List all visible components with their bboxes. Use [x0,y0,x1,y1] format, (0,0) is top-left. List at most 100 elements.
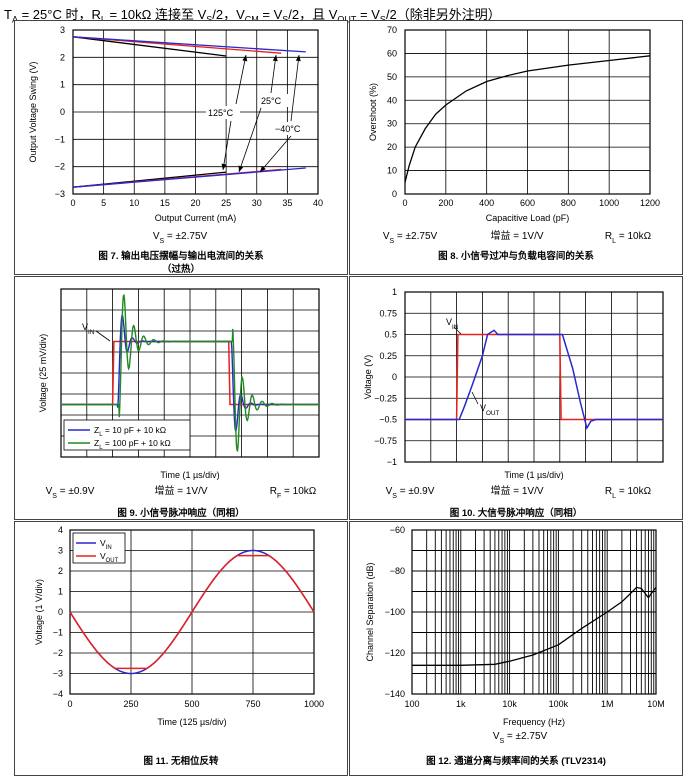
panel-fig12 [349,521,683,776]
x-axis-label: Time (125 µs/div) [157,717,226,727]
tick-label: 30 [252,198,262,208]
annotation-label: 125°C [208,108,234,118]
y-axis-label: Output Voltage Swing (V) [28,61,38,162]
tick-label: 25 [221,198,231,208]
annotation-arrow [235,54,247,105]
caption-vs: VS = ±0.9V [386,486,435,500]
tick-label: 30 [387,119,397,129]
x-axis-label: Frequency (Hz) [503,717,565,727]
figure-title: 图 10. 大信号脉冲响应（同相） [450,507,583,519]
tick-label: 3 [60,25,65,35]
annotation-bg [206,106,240,119]
tick-label: 20 [190,198,200,208]
caption-gain: 增益 = 1V/V [490,229,543,242]
annotation-bg [273,122,307,135]
tick-label: 1k [456,699,466,709]
y-axis-label: Voltage (V) [363,355,373,400]
series-line-vout [69,554,315,670]
annotation-label: −40°C [275,124,301,134]
x-axis-label: Time (1 µs/div) [504,470,563,480]
tick-label: 1 [60,80,65,90]
annotation-vin: VIN [446,317,459,331]
series-line-channel-separation [412,586,657,666]
tick-label: −0.25 [374,393,397,403]
series-line-125°C-0 [72,36,227,57]
series-line-zl-100pf [61,293,319,453]
tick-label: 40 [313,198,323,208]
caption-rf: RF = 10kΩ [270,486,317,500]
tick-label: −1 [55,134,65,144]
annotation-arrow [290,54,300,122]
panel-fig9 [14,276,348,520]
annotation-arrow [270,54,277,94]
arrow-head [221,163,227,170]
tick-label: −1 [53,628,63,638]
tick-label: 0.75 [379,308,397,318]
tick-label: 15 [160,198,170,208]
conditions-header: TA = 25°C 时，RL = 10kΩ 连接至 VS/2，VCM = VS/… [4,7,501,25]
y-axis-label: Voltage (1 V/div) [34,579,44,645]
caption-gain: 增益 = 1V/V [490,484,543,497]
tick-label: 0.5 [384,330,397,340]
tick-label: 10 [129,198,139,208]
tick-label: 500 [184,699,199,709]
tick-label: 1000 [599,198,619,208]
figure-title: 图 11. 无相位反转 [144,755,219,767]
tick-label: 10 [387,166,397,176]
series-line-−40°C-0 [72,36,306,53]
series-line-overshoot [404,55,651,183]
figure-title-line2: （过热） [162,263,200,275]
legend-entry: ZL = 10 pF + 10 kΩ [94,425,166,438]
tick-label: 35 [282,198,292,208]
figure-title: 图 9. 小信号脉冲响应（同相） [117,507,244,519]
plot-frame [60,288,320,458]
legend-entry: VOUT [100,551,119,564]
legend-entry: VIN [100,538,112,551]
tick-label: −4 [53,689,63,699]
annotation-arrow [259,135,292,173]
caption-rl: RL = 10kΩ [605,486,652,500]
arrow-head [242,55,248,62]
tick-label: 0 [392,189,397,199]
tick-label: 0.25 [379,351,397,361]
caption-vs: VS = ±2.75V [153,231,208,245]
tick-label: 0 [392,372,397,382]
tick-label: −100 [385,607,405,617]
tick-label: 0 [402,198,407,208]
tick-label: −3 [55,189,65,199]
annotation-vout: VOUT [480,403,499,417]
x-axis-label: Capacitive Load (pF) [486,213,570,223]
tick-label: 3 [58,546,63,556]
series-line-vout [405,329,663,430]
annotation-arrow [238,107,262,173]
annotation-arrow [453,326,462,335]
tick-label: −140 [385,689,405,699]
arrow-head [260,165,266,172]
tick-label: 1M [601,699,614,709]
y-axis-label: Overshoot (%) [368,83,378,141]
plot-frame [72,29,319,195]
fig12-chart: 100 1k 10k 100k 1M 10M −140 −120 −100 −80 −60 Frequ… [365,525,665,767]
panel-fig7 [14,20,348,275]
tick-label: 10M [647,699,665,709]
tick-label: 2 [58,566,63,576]
caption-rl: RL = 10kΩ [605,231,652,245]
tick-label: 1 [58,587,63,597]
tick-label: 0 [67,699,72,709]
y-axis-label: Channel Separation (dB) [365,562,375,661]
tick-label: 50 [387,72,397,82]
tick-label: −0.5 [379,415,397,425]
caption-vs: VS = ±2.75V [493,731,548,745]
x-axis-label: Time (1 µs/div) [160,470,219,480]
fig7-chart: 0 5 10 15 20 25 30 35 40 −3 −2 −1 0 1 2 3 Output Current… [28,25,323,275]
plot-frame [404,29,651,195]
figure-title: 图 7. 输出电压摆幅与输出电流间的关系 [98,250,264,262]
annotation-vin: VIN [82,322,95,336]
plot-frame [411,529,657,695]
fig8-chart: 0 200 400 600 800 1000 1200 0 10 20 30 40 50 60 70 Capa… [368,25,660,262]
arrow-head [295,55,301,62]
tick-label: −60 [390,525,405,535]
